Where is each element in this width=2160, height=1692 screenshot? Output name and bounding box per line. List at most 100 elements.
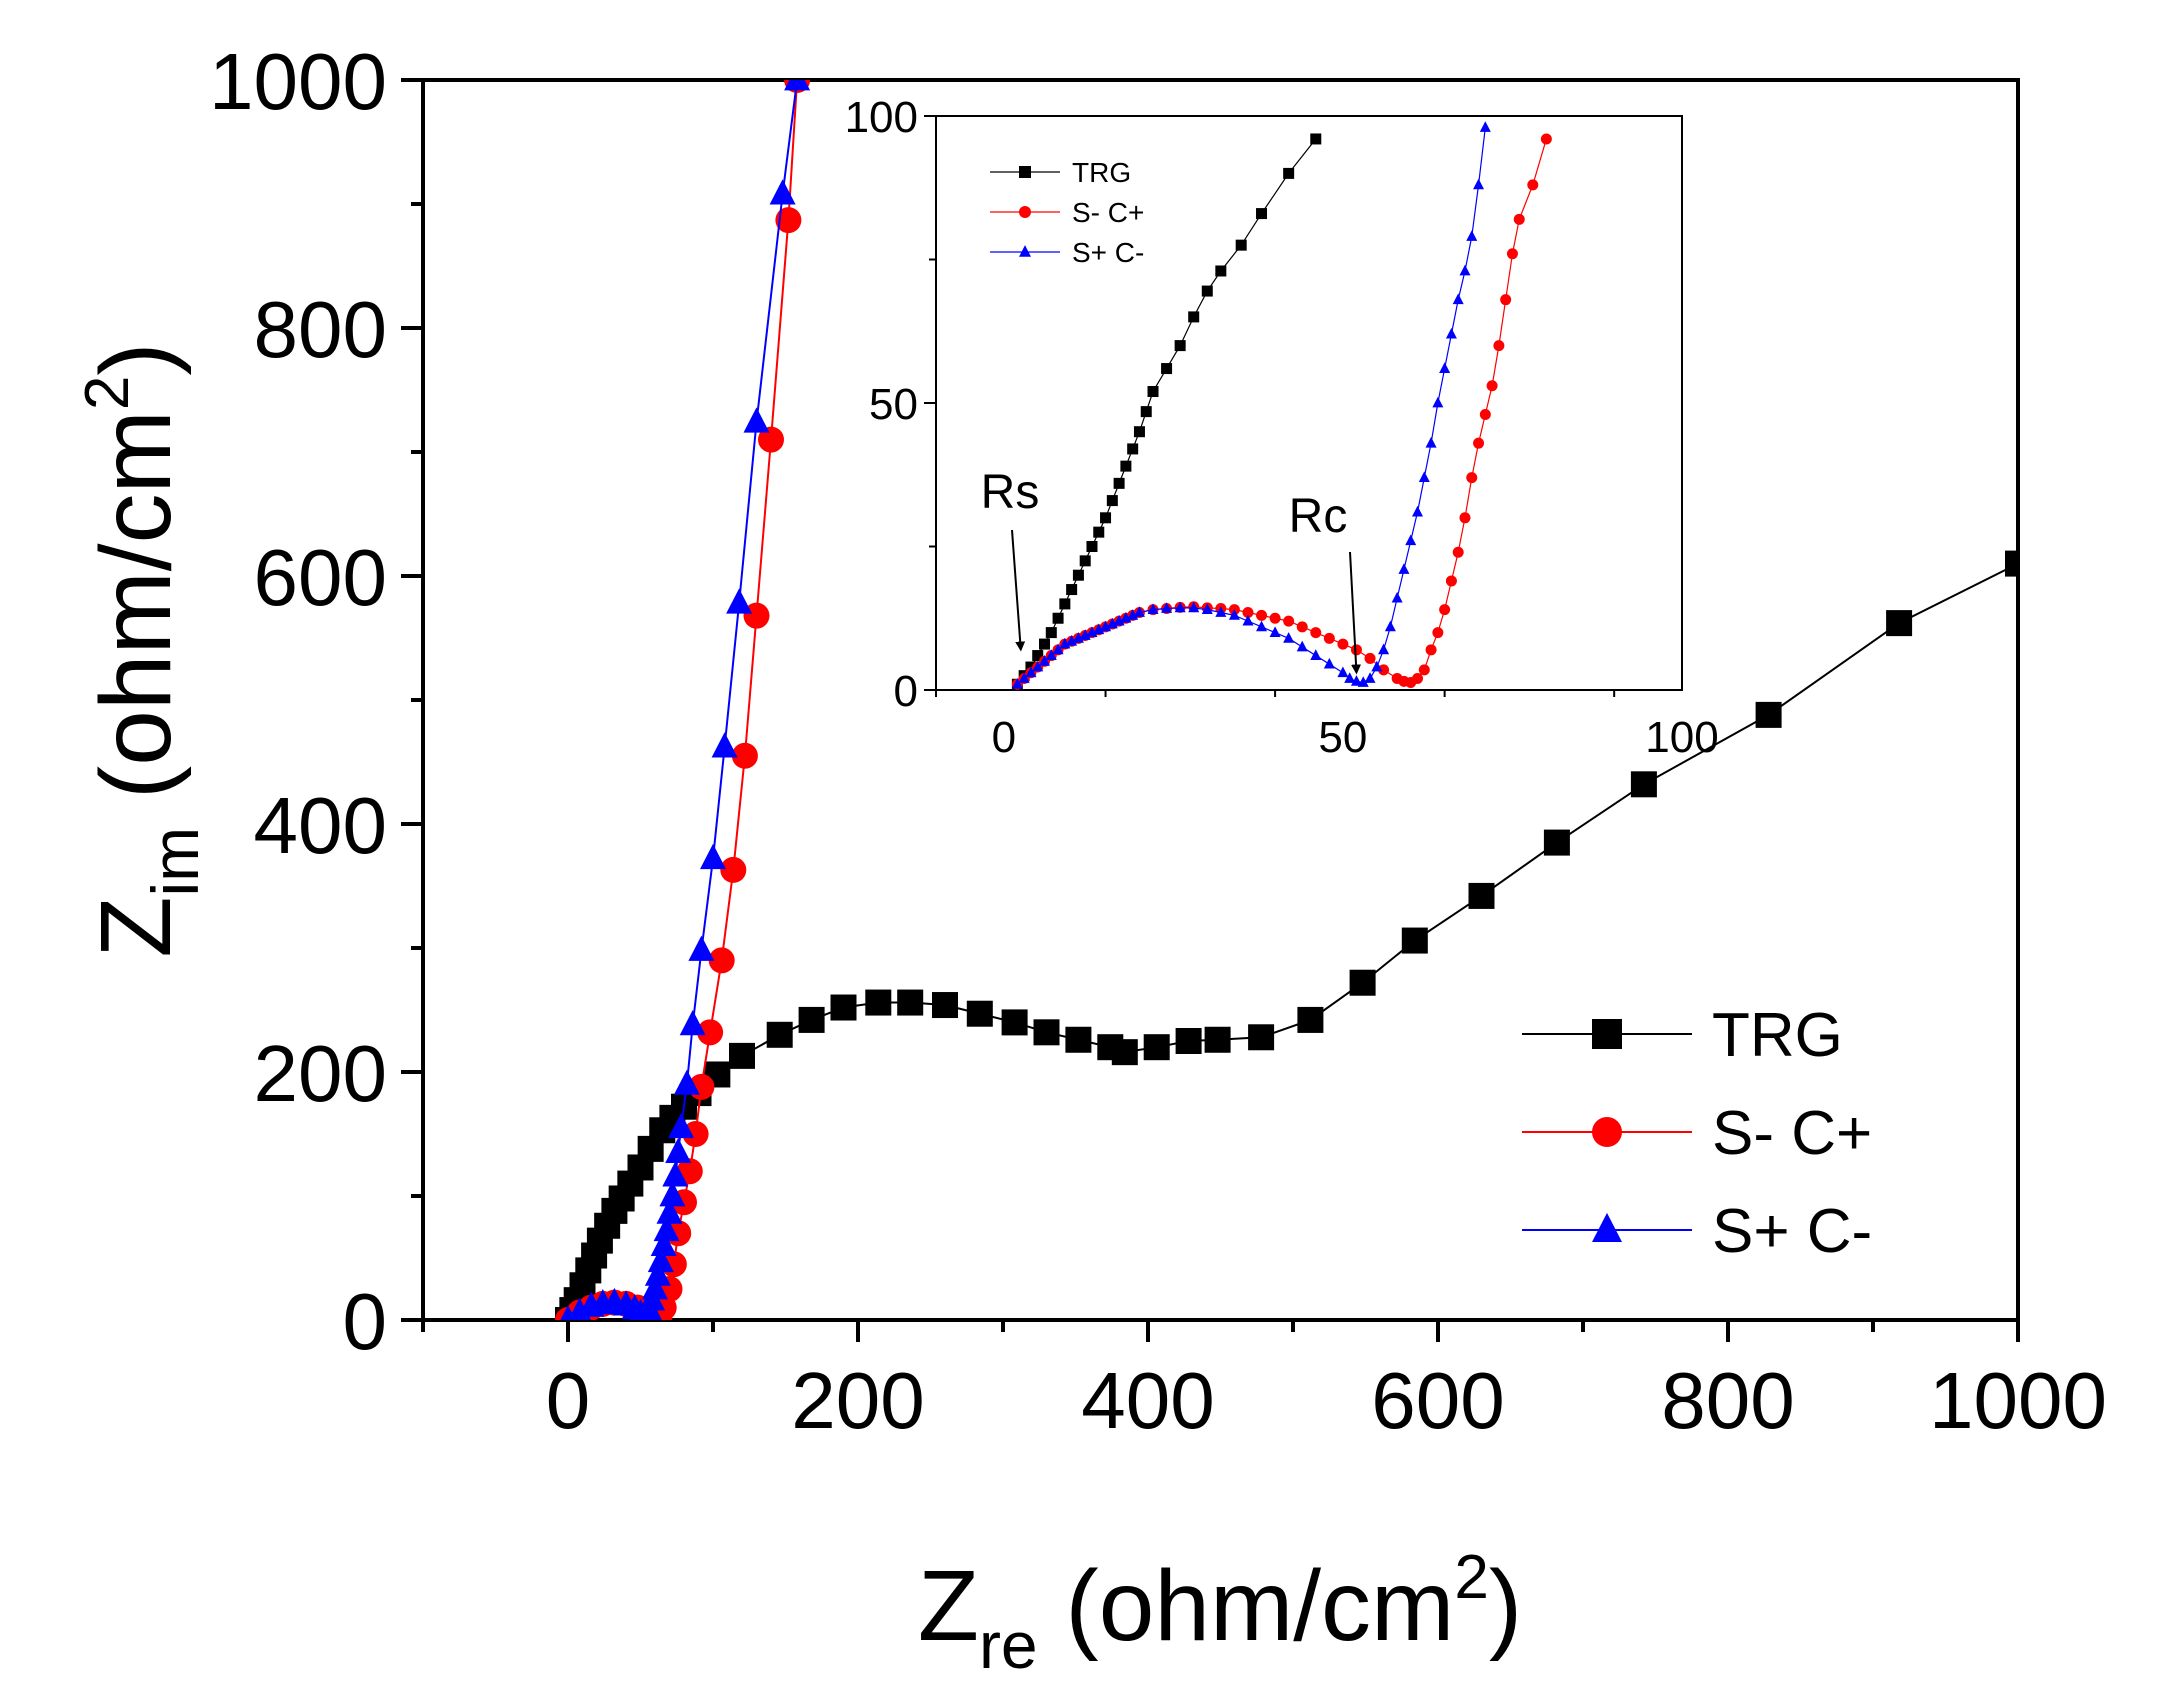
- inset-point-s-c: [1364, 652, 1376, 664]
- main-point-trg: [865, 989, 892, 1016]
- inset-point-s-c: [1188, 601, 1200, 613]
- main-point-trg: [1297, 1006, 1324, 1033]
- inset-legend-entry-s-c: S- C+: [990, 197, 1144, 228]
- inset-point-s-c: [1473, 178, 1485, 190]
- inset-legend-entry-trg: TRG: [990, 157, 1131, 188]
- inset-point-s-c: [1439, 604, 1451, 616]
- inset-point-s-c: [1513, 213, 1525, 225]
- main-point-trg: [1143, 1034, 1170, 1061]
- inset-point-trg: [1039, 638, 1051, 650]
- inset-point-s-c: [1296, 621, 1308, 633]
- inset-point-trg: [1120, 460, 1132, 472]
- inset-point-s-c: [1445, 575, 1457, 587]
- inset-point-s-c: [1228, 609, 1240, 620]
- inset-legend-marker-s-c: [1019, 206, 1031, 218]
- inset-point-trg: [1059, 598, 1071, 610]
- inset-point-s-c: [1133, 606, 1145, 617]
- inset-point-s-c: [1412, 673, 1424, 685]
- main-point-trg: [1755, 701, 1782, 728]
- inset-point-s-c: [1072, 632, 1084, 643]
- inset-y-tick-label: 50: [869, 380, 918, 429]
- inset-point-s-c: [1337, 666, 1349, 678]
- main-point-s-c: [708, 947, 735, 974]
- inset-point-s-c: [1059, 637, 1071, 649]
- inset-point-trg: [1133, 426, 1145, 438]
- inset-point-trg: [1147, 386, 1159, 398]
- main-point-s-c: [743, 407, 770, 433]
- main-point-s-c: [784, 80, 811, 91]
- main-point-s-c: [743, 602, 770, 629]
- main-point-trg: [1468, 882, 1495, 909]
- inset-point-trg: [1052, 612, 1064, 624]
- inset-y-tick-label: 100: [845, 93, 918, 142]
- main-x-tick-label: 800: [1661, 1356, 1794, 1445]
- inset-point-s-c: [1459, 512, 1471, 524]
- inset-point-trg: [1201, 285, 1213, 297]
- legend-entry-s-c: S+ C-: [1522, 1197, 1872, 1266]
- main-point-trg: [897, 989, 924, 1016]
- inset-point-s-c: [1418, 664, 1430, 676]
- legend-marker-s-c: [1592, 1117, 1622, 1147]
- inset-point-trg: [1093, 526, 1105, 538]
- main-point-trg: [1204, 1026, 1231, 1053]
- inset-point-s-c: [1412, 505, 1424, 517]
- main-point-trg: [1543, 829, 1570, 856]
- inset-point-s-c: [1540, 133, 1552, 145]
- inset-point-s-c: [1161, 602, 1173, 613]
- inset-x-tick-label: 100: [1645, 713, 1718, 762]
- inset-point-trg: [1086, 541, 1098, 552]
- inset-legend-marker-s-c: [1019, 245, 1031, 257]
- inset-data: [1011, 121, 1552, 690]
- main-point-trg: [966, 1000, 993, 1027]
- inset-point-s-c: [1398, 563, 1410, 574]
- main-point-s-c: [665, 1137, 692, 1163]
- inset-y-tick-label: 0: [894, 667, 918, 716]
- inset-legend-label-s-c: S- C+: [1072, 197, 1144, 228]
- inset-point-s-c: [1323, 632, 1335, 644]
- inset-point-s-c: [1052, 643, 1064, 655]
- inset-point-s-c: [1425, 644, 1437, 656]
- inset-legend-marker-trg: [1019, 166, 1031, 178]
- annotation-arrow-rc: [1349, 551, 1362, 675]
- inset-legend: TRG S- C+ S+ C-: [990, 157, 1144, 268]
- legend-marker-trg: [1592, 1019, 1622, 1049]
- inset-point-s-c: [1106, 617, 1118, 629]
- inset-frame: [935, 115, 1683, 691]
- inset-point-s-c: [1039, 655, 1051, 666]
- inset-point-s-c: [1357, 676, 1369, 687]
- inset-point-s-c: [1100, 620, 1112, 632]
- inset-point-trg: [1072, 569, 1084, 581]
- main-point-s-c: [700, 843, 726, 870]
- inset-point-s-c: [1479, 408, 1491, 420]
- inset-point-trg: [1174, 340, 1186, 352]
- inset-point-s-c: [1452, 293, 1464, 305]
- main-point-trg: [1248, 1024, 1275, 1051]
- inset-point-s-c: [1296, 640, 1308, 652]
- main-point-s-c: [647, 1246, 674, 1273]
- inset-plot: 0 50 100 0 50 100 TRG S- C+ S+ C- Rs Rc: [845, 93, 1719, 762]
- inset-point-trg: [1100, 512, 1112, 524]
- main-point-s-c: [673, 1069, 700, 1095]
- inset-point-s-c: [1283, 615, 1295, 627]
- inset-point-trg: [1127, 443, 1139, 455]
- inset-point-s-c: [1384, 620, 1396, 632]
- main-point-s-c: [688, 935, 715, 961]
- inset-point-trg: [1215, 265, 1227, 277]
- inset-point-s-c: [1364, 672, 1376, 683]
- inset-point-s-c: [1256, 609, 1268, 621]
- main-point-s-c: [650, 1230, 677, 1256]
- main-point-trg: [932, 992, 958, 1019]
- main-x-tick-label: 200: [791, 1356, 924, 1445]
- main-x-tick-label: 600: [1371, 1356, 1504, 1445]
- main-point-s-c: [769, 179, 796, 205]
- inset-point-trg: [1283, 167, 1295, 179]
- inset-point-s-c: [1452, 546, 1464, 558]
- main-x-tick-label: 0: [546, 1356, 591, 1445]
- main-point-s-c: [668, 1112, 695, 1139]
- inset-point-s-c: [1466, 472, 1478, 484]
- main-point-trg: [1111, 1039, 1138, 1066]
- main-y-tick-label: 200: [254, 1029, 387, 1118]
- inset-point-s-c: [1283, 632, 1295, 643]
